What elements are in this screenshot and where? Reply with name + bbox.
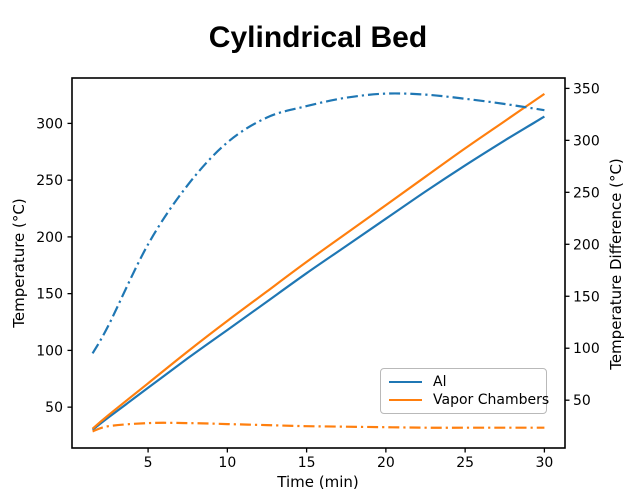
x-tick-label: 10 — [218, 455, 236, 471]
y-left-tick-label: 300 — [36, 116, 63, 132]
y-left-tick-label: 100 — [36, 343, 63, 359]
vapor-chambers-line-swatch — [389, 399, 422, 401]
y-axis-label-right: Temperature Difference (°C) — [607, 158, 625, 370]
x-axis-label: Time (min) — [277, 473, 359, 491]
al-line-swatch — [389, 381, 422, 383]
y-right-tick-label: 150 — [573, 289, 600, 305]
series-line-2 — [91, 92, 545, 354]
legend-label-al: Al — [433, 374, 447, 390]
series-line-1 — [91, 92, 546, 430]
plot-border — [71, 77, 566, 449]
legend-label-vapor-chambers: Vapor Chambers — [433, 392, 550, 408]
series-line-3 — [92, 421, 545, 433]
axis-ticks: 5 10 15 20 25 30 50 100 150 200 250 300 50 100 150 200 2… — [36, 81, 599, 471]
x-tick-label: 30 — [535, 455, 553, 471]
data-series — [91, 92, 546, 433]
x-tick-label: 25 — [456, 455, 474, 471]
y-left-tick-label: 150 — [36, 287, 63, 303]
series-line-0 — [91, 115, 545, 431]
y-right-tick-label: 100 — [573, 341, 600, 357]
legend-item-vapor-chambers: Vapor Chambers — [389, 393, 549, 407]
x-tick-label: 5 — [144, 455, 153, 471]
x-tick-label: 15 — [298, 455, 316, 471]
y-left-tick-label: 250 — [36, 173, 63, 189]
y-right-tick-label: 200 — [573, 237, 600, 253]
legend-item-al: Al — [389, 375, 538, 389]
legend-box: Al Vapor Chambers — [380, 368, 549, 414]
y-axis-label-left: Temperature (°C) — [10, 198, 28, 328]
y-right-tick-label: 250 — [573, 185, 600, 201]
y-right-tick-label: 300 — [573, 133, 600, 149]
y-left-tick-label: 200 — [36, 230, 63, 246]
y-right-tick-label: 50 — [573, 393, 591, 409]
y-right-tick-label: 350 — [573, 81, 600, 97]
x-tick-label: 20 — [377, 455, 395, 471]
y-left-tick-label: 50 — [45, 400, 63, 416]
chart-title: Cylindrical Bed — [208, 21, 428, 54]
